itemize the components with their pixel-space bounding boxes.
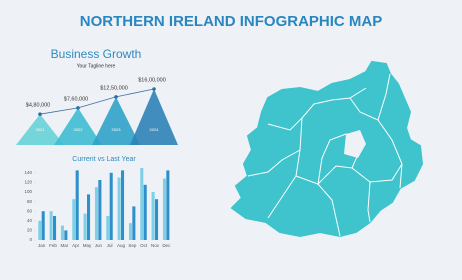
x-tick-label: Jan bbox=[38, 243, 46, 248]
bar bbox=[151, 192, 155, 240]
growth-triangle bbox=[92, 96, 140, 145]
x-tick-label: Jul bbox=[107, 243, 113, 248]
y-tick-label: 140 bbox=[24, 170, 32, 175]
bar-title: Current vs Last Year bbox=[72, 156, 136, 163]
value-label: $16,00,000 bbox=[138, 77, 166, 83]
bar bbox=[140, 168, 144, 240]
bar bbox=[128, 223, 132, 240]
growth-dot bbox=[76, 106, 80, 110]
growth-title: Business Growth bbox=[51, 47, 142, 61]
y-tick-label: 120 bbox=[24, 180, 32, 185]
value-label: $12,50,000 bbox=[100, 85, 128, 91]
x-tick-label: Oct bbox=[140, 243, 148, 248]
bar bbox=[106, 216, 110, 240]
x-tick-label: Nov bbox=[151, 243, 160, 248]
bar bbox=[117, 177, 121, 240]
bar bbox=[166, 170, 170, 240]
year-label: 2024 bbox=[150, 127, 160, 132]
bar bbox=[155, 199, 159, 240]
bar bbox=[75, 170, 79, 240]
growth-triangle bbox=[130, 89, 178, 145]
x-tick-label: Sep bbox=[128, 243, 137, 248]
growth-triangle bbox=[54, 107, 102, 145]
bar bbox=[38, 220, 42, 240]
growth-dot bbox=[152, 87, 156, 91]
y-tick-label: 20 bbox=[27, 228, 33, 233]
year-label: 2022 bbox=[74, 127, 84, 132]
value-label: $7,60,000 bbox=[64, 96, 88, 102]
bar bbox=[94, 187, 98, 240]
bar bbox=[83, 213, 87, 240]
bar bbox=[72, 199, 76, 240]
y-tick-label: 80 bbox=[27, 199, 33, 204]
bar bbox=[41, 211, 45, 240]
growth-subtitle: Your Tagline here bbox=[77, 63, 116, 69]
y-tick-label: 60 bbox=[27, 208, 33, 213]
bar bbox=[49, 211, 53, 240]
y-tick-label: 40 bbox=[27, 218, 33, 223]
bar bbox=[87, 194, 91, 240]
growth-dot bbox=[38, 112, 42, 116]
bar bbox=[98, 180, 102, 240]
bar bbox=[109, 172, 113, 240]
growth-line bbox=[39, 88, 155, 115]
growth-triangle bbox=[16, 114, 64, 145]
bar bbox=[53, 216, 57, 240]
x-tick-label: Dec bbox=[162, 243, 171, 248]
page-title: NORTHERN IRELAND INFOGRAPHIC MAP bbox=[80, 13, 383, 30]
y-tick-label: 0 bbox=[29, 237, 32, 242]
map bbox=[230, 60, 424, 238]
year-label: 2023 bbox=[112, 127, 122, 132]
x-tick-label: Jun bbox=[95, 243, 103, 248]
y-tick-label: 100 bbox=[24, 189, 32, 194]
bar bbox=[143, 184, 147, 240]
bar bbox=[60, 225, 64, 240]
bar bbox=[121, 170, 125, 240]
year-label: 2021 bbox=[36, 127, 46, 132]
x-tick-label: Aug bbox=[117, 243, 126, 248]
bar bbox=[64, 230, 68, 240]
x-tick-label: Feb bbox=[49, 243, 57, 248]
growth-dot bbox=[114, 95, 118, 99]
value-label: $4,80,000 bbox=[26, 103, 50, 109]
bar bbox=[132, 206, 136, 240]
x-tick-label: May bbox=[83, 243, 92, 248]
bar bbox=[162, 178, 166, 240]
x-tick-label: Apr bbox=[72, 243, 80, 248]
x-tick-label: Mar bbox=[60, 243, 68, 248]
